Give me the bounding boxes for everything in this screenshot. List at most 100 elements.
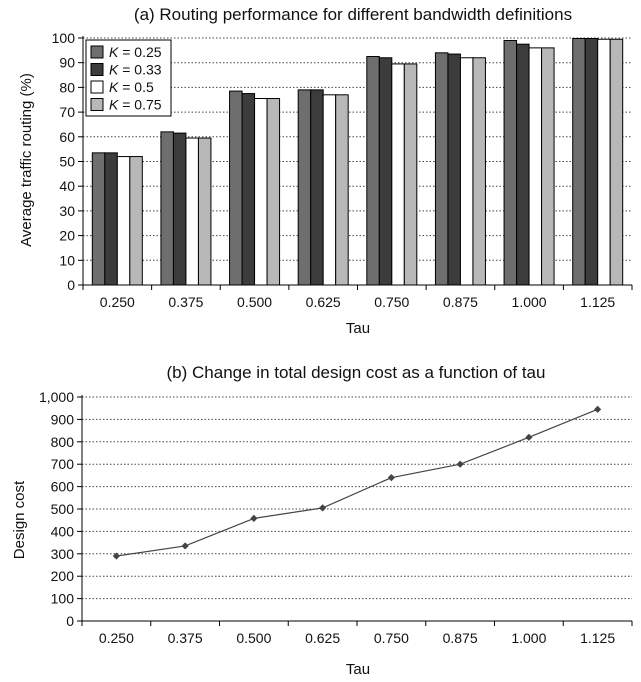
y-tick-label: 40 — [59, 178, 75, 194]
x-tick-label: 1.000 — [512, 294, 547, 310]
y-tick-label: 900 — [51, 411, 75, 427]
x-tick-label: 0.750 — [374, 630, 409, 646]
bar — [366, 56, 380, 286]
legend-swatch — [90, 45, 104, 59]
y-tick-label: 70 — [59, 104, 75, 120]
bar — [322, 94, 337, 286]
y-tick-label: 100 — [52, 30, 76, 46]
bar — [116, 156, 131, 286]
data-point — [456, 460, 464, 468]
x-tick-label: 1.000 — [511, 630, 546, 646]
bar — [266, 98, 281, 286]
y-tick-label: 300 — [51, 546, 75, 562]
bar — [391, 63, 405, 286]
y-tick-label: 1,000 — [39, 389, 74, 405]
data-point — [387, 474, 395, 482]
chart-a-bars — [91, 37, 624, 286]
x-tick-label: 0.500 — [236, 630, 271, 646]
bar — [541, 47, 555, 286]
bar — [459, 57, 474, 286]
chart-a-title: (a) Routing performance for different ba… — [134, 5, 572, 24]
bar — [310, 89, 324, 286]
bar — [241, 93, 256, 286]
bar — [197, 137, 212, 286]
bar — [335, 94, 349, 286]
y-tick-label: 200 — [51, 568, 75, 584]
x-tick-label: 0.250 — [100, 294, 135, 310]
bar — [572, 37, 586, 286]
x-tick-label: 0.500 — [237, 294, 272, 310]
series-line — [116, 408, 598, 557]
bar — [584, 37, 599, 286]
bar — [297, 89, 312, 286]
legend-label: K = 0.25 — [109, 44, 162, 60]
chart-b-x-axis-label: Tau — [346, 661, 370, 678]
legend-label: K = 0.33 — [109, 62, 162, 78]
chart-b-y-axis-label: Design cost — [11, 480, 28, 559]
bar — [434, 52, 449, 286]
chart-b-x-ticks: 0.250 0.375 0.500 0.625 0.750 0.875 1.000 1.125 — [81, 621, 633, 646]
bar — [160, 131, 174, 286]
bar — [609, 38, 624, 286]
y-tick-label: 10 — [59, 252, 75, 268]
x-tick-label: 0.875 — [443, 630, 478, 646]
y-tick-label: 800 — [51, 434, 75, 450]
x-tick-label: 0.625 — [306, 294, 341, 310]
chart-b-gridlines — [82, 396, 632, 600]
chart-a-x-ticks: 0.250 0.375 0.500 0.625 0.750 0.875 1.000 1.125 — [82, 285, 633, 310]
y-tick-label: 50 — [59, 154, 75, 170]
x-tick-label: 1.125 — [580, 630, 615, 646]
legend-swatch — [90, 80, 104, 94]
x-tick-label: 1.125 — [580, 294, 615, 310]
bar — [597, 38, 611, 286]
bar — [447, 53, 461, 286]
bar — [129, 156, 143, 286]
data-point — [112, 552, 120, 560]
x-tick-label: 0.750 — [374, 294, 409, 310]
legend-swatch — [90, 98, 104, 111]
y-tick-label: 100 — [51, 591, 75, 607]
chart-a-x-axis-label: Tau — [346, 320, 370, 337]
y-tick-label: 700 — [51, 456, 75, 472]
data-point — [594, 405, 602, 413]
chart-a-y-axis-label: Average traffic routing (%) — [18, 73, 35, 247]
y-tick-label: 400 — [51, 523, 75, 539]
legend-label: K = 0.75 — [109, 97, 162, 113]
chart-b-title: (b) Change in total design cost as a fun… — [167, 363, 546, 382]
chart-b: (b) Change in total design cost as a fun… — [11, 363, 633, 678]
bar — [472, 57, 486, 286]
x-tick-label: 0.875 — [443, 294, 478, 310]
x-tick-label: 0.375 — [168, 294, 203, 310]
chart-a-legend: K = 0.25 K = 0.33K = 0.5 K = 0.75 — [85, 39, 172, 117]
legend-label: K = 0.5 — [109, 79, 154, 95]
chart-b-y-ticks: 0 100 200 300 400 500 600 700 800 900 1,000 — [39, 389, 82, 629]
data-point — [181, 542, 189, 550]
data-point — [525, 433, 533, 441]
bar — [254, 98, 268, 286]
y-tick-label: 600 — [51, 479, 75, 495]
bar — [91, 152, 106, 286]
bar — [104, 152, 118, 286]
x-tick-label: 0.625 — [305, 630, 340, 646]
y-tick-label: 60 — [59, 129, 75, 145]
legend-swatch — [90, 63, 104, 76]
y-tick-label: 80 — [59, 79, 75, 95]
bar — [403, 63, 418, 286]
chart-a: (a) Routing performance for different ba… — [18, 5, 633, 337]
y-tick-label: 20 — [59, 228, 75, 244]
bar — [503, 39, 518, 286]
bar — [516, 43, 530, 286]
x-tick-label: 0.375 — [168, 630, 203, 646]
y-tick-label: 90 — [59, 55, 75, 71]
bar — [378, 57, 393, 286]
data-point — [319, 504, 327, 512]
bar — [229, 90, 243, 286]
x-tick-label: 0.250 — [99, 630, 134, 646]
y-tick-label: 500 — [51, 501, 75, 517]
bar — [185, 137, 199, 286]
chart-b-line — [112, 405, 602, 560]
bar — [172, 132, 187, 286]
y-tick-label: 30 — [59, 203, 75, 219]
chart-a-y-ticks: 0 10 20 30 40 50 60 70 80 90 100 — [52, 30, 83, 293]
